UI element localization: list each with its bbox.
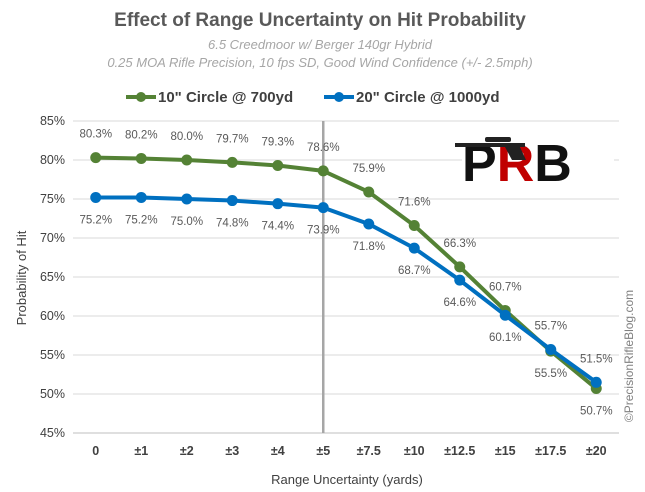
data-point-series-2 <box>226 195 238 207</box>
data-point-series-1 <box>363 186 375 198</box>
data-label-series-1: 75.9% <box>352 163 385 175</box>
y-tick-label: 80% <box>40 153 65 167</box>
data-label-series-2: 55.7% <box>534 321 567 333</box>
watermark: ©PrecisionRifleBlog.com <box>622 290 636 422</box>
series-line-1 <box>95 155 598 391</box>
x-tick-label: ±3 <box>225 444 239 458</box>
x-tick-label: ±15 <box>495 444 516 458</box>
data-point-series-2 <box>408 242 420 254</box>
y-tick-label: 50% <box>40 387 65 401</box>
legend-item-series-1: 10" Circle @ 700yd <box>126 89 293 106</box>
data-label-series-1: 79.3% <box>261 136 294 148</box>
x-tick-label: ±5 <box>316 444 330 458</box>
data-point-series-2 <box>135 191 147 203</box>
chart-subtitle-line-2: 0.25 MOA Rifle Precision, 10 fps SD, Goo… <box>107 55 532 70</box>
legend: 10" Circle @ 700yd 20" Circle @ 1000yd <box>126 89 500 106</box>
legend-marker-series-1 <box>136 92 146 102</box>
data-label-series-1: 50.7% <box>580 406 613 418</box>
y-tick-label: 65% <box>40 270 65 284</box>
data-label-series-2: 51.5% <box>580 353 613 365</box>
data-point-series-1 <box>135 152 147 164</box>
data-point-series-1 <box>408 220 420 232</box>
data-point-series-1 <box>90 152 102 164</box>
data-label-series-2: 75.2% <box>125 214 158 226</box>
y-tick-label: 45% <box>40 426 65 440</box>
chart-subtitle-line-1: 6.5 Creedmoor w/ Berger 140gr Hybrid <box>208 37 433 52</box>
data-label-series-1: 80.3% <box>79 129 112 141</box>
data-label-series-2: 60.1% <box>489 332 522 344</box>
data-label-series-1: 55.5% <box>534 368 567 380</box>
data-point-series-2 <box>317 202 329 214</box>
data-point-series-1 <box>226 156 238 168</box>
x-tick-label: ±12.5 <box>444 444 475 458</box>
y-tick-label: 70% <box>40 231 65 245</box>
x-axis-ticks: 0 ±1 ±2 ±3 ±4 ±5 ±7.5 ±10 ±12.5 ±15 ±17.5 ±20 <box>92 444 606 458</box>
data-point-series-2 <box>181 193 193 205</box>
logo-background <box>462 127 614 183</box>
data-label-series-1: 80.2% <box>125 129 158 141</box>
chart-title: Effect of Range Uncertainty on Hit Proba… <box>114 10 526 31</box>
prb-logo: PRB <box>455 127 614 193</box>
y-axis-ticks: 45% 50% 55% 60% 65% 70% 75% 80% 85% <box>40 114 65 440</box>
data-point-series-2 <box>363 218 375 230</box>
data-point-series-2 <box>590 376 602 388</box>
y-tick-label: 75% <box>40 192 65 206</box>
x-tick-label: ±17.5 <box>535 444 566 458</box>
series-line-2 <box>95 195 598 384</box>
x-tick-label: ±2 <box>180 444 194 458</box>
legend-item-series-2: 20" Circle @ 1000yd <box>324 89 500 106</box>
data-point-series-2 <box>90 191 102 203</box>
data-point-series-2 <box>499 309 511 321</box>
x-tick-label: ±20 <box>586 444 607 458</box>
data-label-series-2: 74.4% <box>261 221 294 233</box>
legend-label-series-2: 20" Circle @ 1000yd <box>356 89 500 106</box>
rifle-icon <box>455 137 526 160</box>
data-label-series-2: 73.9% <box>307 225 340 237</box>
data-point-series-2 <box>545 344 557 356</box>
data-point-series-1 <box>317 165 329 177</box>
data-label-series-1: 60.7% <box>489 282 522 294</box>
legend-marker-series-2 <box>334 92 344 102</box>
data-label-series-1: 78.6% <box>307 142 340 154</box>
legend-label-series-1: 10" Circle @ 700yd <box>158 89 293 106</box>
data-label-series-1: 66.3% <box>443 238 476 250</box>
data-label-series-1: 79.7% <box>216 133 249 145</box>
x-axis-title: Range Uncertainty (yards) <box>271 472 423 487</box>
x-tick-label: ±1 <box>134 444 148 458</box>
y-axis-title: Probability of Hit <box>14 230 29 325</box>
data-label-series-2: 75.0% <box>170 216 203 228</box>
data-point-series-1 <box>272 159 284 171</box>
x-tick-label: ±10 <box>404 444 425 458</box>
x-tick-label: 0 <box>92 444 99 458</box>
x-tick-label: ±7.5 <box>357 444 381 458</box>
data-label-series-2: 71.8% <box>352 241 385 253</box>
x-tick-label: ±4 <box>271 444 285 458</box>
data-point-series-1 <box>454 261 466 273</box>
data-labels: 80.3% 80.2% 80.0% 79.7% 79.3% 78.6% 75.9% 71.6%… <box>79 129 612 418</box>
data-label-series-2: 64.6% <box>443 297 476 309</box>
data-label-series-2: 68.7% <box>398 265 431 277</box>
y-tick-label: 55% <box>40 348 65 362</box>
y-tick-label: 60% <box>40 309 65 323</box>
data-label-series-2: 74.8% <box>216 218 249 230</box>
data-label-series-2: 75.2% <box>79 214 112 226</box>
series-group <box>90 152 602 395</box>
data-label-series-1: 80.0% <box>170 131 203 143</box>
data-point-series-2 <box>454 274 466 286</box>
data-label-series-1: 71.6% <box>398 197 431 209</box>
y-tick-label: 85% <box>40 114 65 128</box>
data-point-series-1 <box>181 154 193 166</box>
data-point-series-2 <box>272 198 284 210</box>
